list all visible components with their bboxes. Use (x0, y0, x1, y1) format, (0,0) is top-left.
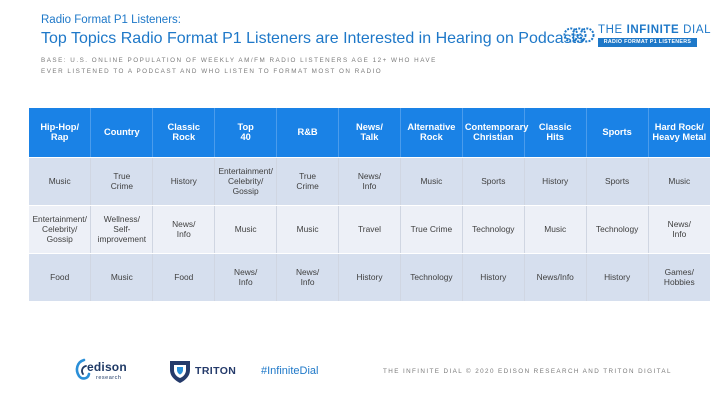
table-cell: Food (152, 253, 216, 302)
table-cell: News/Info (338, 157, 401, 206)
column-header: Sports (586, 108, 649, 158)
table-cell: News/Info (276, 253, 340, 302)
table-cell: Sports (586, 157, 649, 206)
table-cell: History (152, 157, 216, 206)
table-cell: Technology (462, 205, 525, 254)
table-header-row: Hip-Hop/Rap Country Classic Rock Top 40 R&… (29, 108, 710, 158)
table-cell: Music (648, 157, 710, 206)
brand-subtitle: RADIO FORMAT P1 LISTENERS (598, 38, 697, 47)
table-cell: History (338, 253, 401, 302)
triton-logo: TRITON (168, 358, 238, 384)
column-header: R&B (276, 108, 340, 158)
table-cell: Sports (462, 157, 525, 206)
table-cell: Music (214, 205, 278, 254)
table-cell: True Crime (90, 157, 154, 206)
column-header: Hard Rock/Heavy Metal (648, 108, 710, 158)
column-header: Hip-Hop/Rap (29, 108, 92, 158)
edison-research-logo: edison research (74, 356, 134, 386)
edison-name: edison (87, 360, 127, 374)
table-cell: Wellness/Self-improvement (90, 205, 154, 254)
table-row: Entertainment/Celebrity/Gossip Wellness/… (29, 205, 710, 254)
column-header: Country (90, 108, 154, 158)
column-header: Classic Rock (152, 108, 216, 158)
infinite-dial-logo: THE INFINITE DIAL RADIO FORMAT P1 LISTEN… (561, 24, 710, 48)
base-note: BASE: U.S. ONLINE POPULATION OF WEEKLY A… (41, 57, 437, 75)
topics-table: Hip-Hop/Rap Country Classic Rock Top 40 R&… (29, 108, 710, 302)
table-cell: History (462, 253, 525, 302)
table-cell: History (524, 157, 587, 206)
brand-name: THE INFINITE DIAL (598, 24, 712, 36)
table-cell: True Crime (400, 205, 463, 254)
column-header: Top 40 (214, 108, 278, 158)
copyright-footer: THE INFINITE DIAL © 2020 EDISON RESEARCH… (383, 368, 672, 375)
table-cell: Entertainment/Celebrity/Gossip (214, 157, 278, 206)
table-cell: News/Info (152, 205, 216, 254)
slide-title: Top Topics Radio Format P1 Listeners are… (41, 30, 585, 47)
table-cell: News/Info (648, 205, 710, 254)
hashtag: #InfiniteDial (261, 365, 319, 377)
edison-swirl-icon (75, 358, 91, 380)
table-cell: Games/Hobbies (648, 253, 710, 302)
column-header: News/Talk (338, 108, 401, 158)
table-cell: Music (524, 205, 587, 254)
table-row: Food Music Food News/Info News/Info Hist… (29, 253, 710, 302)
table-cell: Entertainment/Celebrity/Gossip (29, 205, 92, 254)
table-cell: News/Info (524, 253, 587, 302)
triton-shield-icon (170, 361, 190, 383)
triton-name: TRITON (195, 365, 237, 377)
column-header: Classic Hits (524, 108, 587, 158)
infinite-dial-rings-icon (563, 27, 595, 43)
table-row: Music True Crime History Entertainment/Ce… (29, 157, 710, 206)
slide-subtitle: Radio Format P1 Listeners: (41, 14, 181, 26)
table-cell: Travel (338, 205, 401, 254)
table-cell: Music (29, 157, 92, 206)
table-cell: Music (276, 205, 340, 254)
table-cell: True Crime (276, 157, 340, 206)
table-cell: History (586, 253, 649, 302)
column-header: Contemporary Christian (462, 108, 528, 158)
table-cell: Music (400, 157, 463, 206)
table-cell: Technology (400, 253, 463, 302)
table-cell: Music (90, 253, 154, 302)
table-cell: Technology (586, 205, 649, 254)
table-cell: News/Info (214, 253, 278, 302)
column-header: Alternative Rock (400, 108, 463, 158)
table-cell: Food (29, 253, 92, 302)
edison-sub: research (96, 375, 122, 381)
